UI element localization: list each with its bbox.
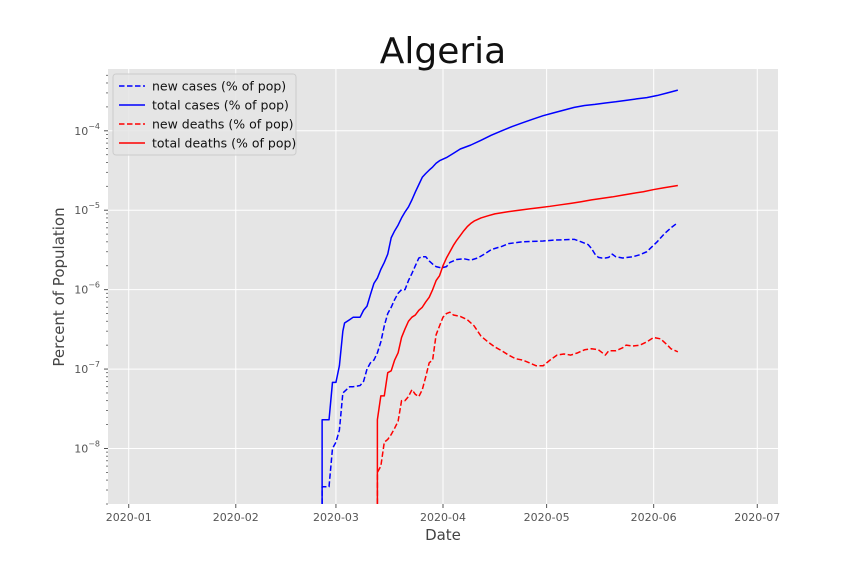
x-tick-label: 2020-01	[106, 511, 152, 524]
legend-label: total cases (% of pop)	[152, 98, 289, 113]
legend-box	[112, 73, 297, 156]
x-tick-label: 2020-07	[734, 511, 780, 524]
chart-title: Algeria	[380, 31, 507, 72]
y-tick-label: 10−5	[74, 201, 100, 217]
series-line-0	[321, 221, 679, 504]
legend-label: new deaths (% of pop)	[152, 117, 294, 132]
grid	[108, 69, 778, 504]
x-tick-label: 2020-03	[313, 511, 359, 524]
series-layer	[321, 89, 679, 504]
series-line-1	[321, 89, 679, 504]
legend-label: new cases (% of pop)	[152, 79, 286, 94]
y-tick-label: 10−7	[74, 360, 100, 376]
y-axis-label: Percent of Population	[50, 207, 68, 366]
y-ticks: 10−8 10−7 10−6 10−5 10−4	[74, 74, 108, 505]
x-tick-label: 2020-04	[420, 511, 466, 524]
y-tick-label: 10−4	[74, 122, 100, 138]
x-ticks: 2020-01 2020-02 2020-03 2020-04 2020-05 2020-…	[106, 504, 780, 524]
x-tick-label: 2020-05	[524, 511, 570, 524]
y-tick-label: 10−6	[74, 281, 100, 297]
series-line-3	[376, 184, 678, 504]
series-line-2	[376, 311, 679, 504]
legend: new cases (% of pop) total cases (% of po…	[112, 73, 297, 156]
x-axis-label: Date	[425, 526, 461, 544]
x-tick-label: 2020-02	[213, 511, 259, 524]
legend-label: total deaths (% of pop)	[152, 136, 296, 151]
y-tick-label: 10−8	[74, 439, 100, 455]
x-tick-label: 2020-06	[631, 511, 677, 524]
